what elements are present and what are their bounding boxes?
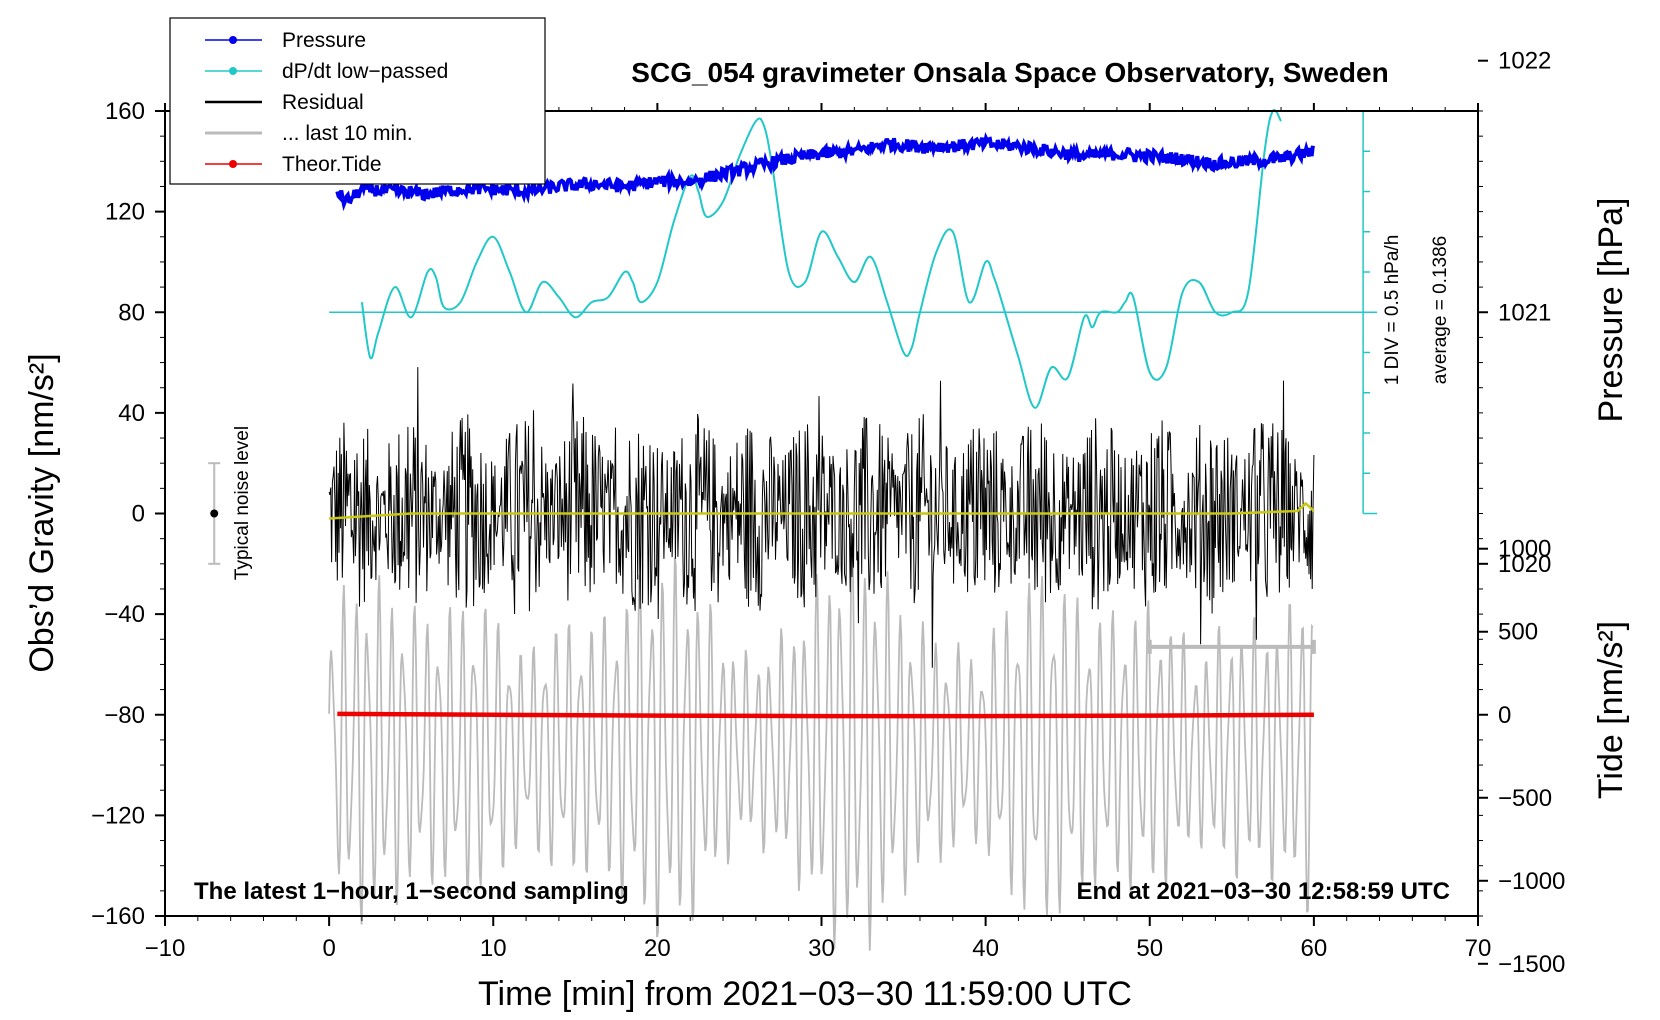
pressure-tick-label: 1022 (1498, 48, 1551, 75)
y-tick-label: −120 (91, 802, 145, 829)
x-tick-label: 10 (480, 935, 507, 962)
legend: Pressure dP/dt low−passed Residual ... l… (169, 17, 546, 185)
tide-tick-label: 0 (1498, 702, 1511, 729)
legend-pressure-label: Pressure (282, 29, 366, 52)
y-tick-label: −80 (104, 702, 145, 729)
pressure-line (335, 131, 1315, 212)
axis-ticks: −10 0 10 20 30 40 50 60 70−160−120−80−4004080120… (91, 48, 1565, 978)
tide-series-layer (328, 534, 1314, 951)
legend-pressure-marker (229, 36, 237, 44)
y-tick-label: 40 (118, 400, 145, 427)
residual-line (328, 367, 1315, 668)
x-tick-label: 20 (644, 935, 671, 962)
y-axis-title-pressure: Pressure [hPa] (1592, 198, 1630, 423)
y-tick-label: −40 (104, 601, 145, 628)
y-axis-title-tide: Tide [nm/s²] (1592, 621, 1630, 799)
y-tick-label: 160 (105, 98, 145, 125)
theoretical-tide-line (337, 711, 1314, 719)
tide-last10-line (328, 534, 1314, 951)
x-tick-label: 40 (972, 935, 999, 962)
x-tick-label: 70 (1465, 935, 1492, 962)
legend-tide-marker (229, 160, 237, 168)
y-tick-label: 120 (105, 199, 145, 226)
x-tick-label: 50 (1136, 935, 1163, 962)
pressure-tick-label: 1021 (1498, 299, 1551, 326)
residual-mean-line (329, 501, 1315, 520)
dpdt-line (360, 108, 1282, 409)
pressure-series-layer (329, 108, 1378, 515)
x-axis-title: Time [min] from 2021−03−30 11:59:00 UTC (478, 975, 1132, 1013)
annotation-div-scale: 1 DIV = 0.5 hPa/h (1382, 235, 1403, 386)
legend-last10-label: ... last 10 min. (282, 122, 413, 145)
annotation-end-time: End at 2021−03−30 12:58:59 UTC (1076, 878, 1450, 905)
x-tick-label: −10 (145, 935, 186, 962)
noise-bar-center (210, 509, 219, 518)
tide-tick-label: −500 (1498, 785, 1552, 812)
annotation-average: average = 0.1386 (1430, 236, 1451, 384)
legend-tide-label: Theor.Tide (282, 153, 382, 176)
x-tick-label: 60 (1301, 935, 1328, 962)
residual-series-layer (208, 367, 1316, 668)
y-tick-label: 0 (132, 501, 145, 528)
annotation-noise-level: Typical noise level (232, 426, 253, 580)
legend-dpdt-label: dP/dt low−passed (282, 60, 448, 83)
legend-residual-label: Residual (282, 91, 364, 114)
tide-tick-label: −1000 (1498, 868, 1565, 895)
tide-tick-label: 500 (1498, 619, 1538, 646)
chart-title: SCG_054 gravimeter Onsala Space Observat… (631, 57, 1388, 88)
tide-tick-label: 1000 (1498, 536, 1551, 563)
pressure-tick-label: 1020 (1498, 551, 1551, 578)
y-tick-label: 80 (118, 299, 145, 326)
x-tick-label: 30 (808, 935, 835, 962)
x-tick-label: 0 (322, 935, 335, 962)
annotation-sampling: The latest 1−hour, 1−second sampling (194, 878, 629, 905)
y-tick-label: −160 (91, 903, 145, 930)
y-axis-title-gravity: Obs’d Gravity [nm/s²] (23, 353, 61, 672)
legend-dpdt-marker (229, 67, 237, 75)
tide-tick-label: −1500 (1498, 951, 1565, 978)
